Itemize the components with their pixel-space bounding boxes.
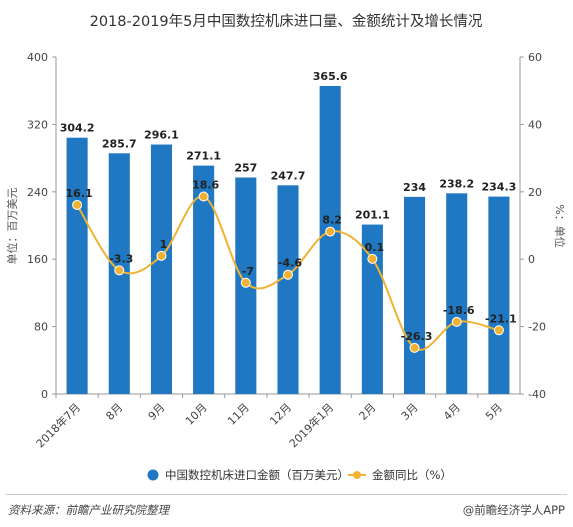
y2-tick-label: 40	[528, 118, 542, 131]
bar-value-label: 238.2	[439, 177, 474, 190]
x-tick-label: 8月	[103, 401, 125, 423]
plot-area: 0 80 160 240 320 400 -40 -20 0 20 40 60 304.2 285.7 29…	[27, 51, 546, 450]
bar-value-label: 234.3	[482, 181, 517, 194]
x-tick-label: 10月	[183, 401, 210, 428]
legend: 中国数控机床进口金额（百万美元） 金额同比（%）	[147, 468, 452, 482]
x-tick-label: 2月	[357, 401, 379, 423]
growth-value-label: 0.1	[365, 241, 385, 254]
y2-tick-label: 20	[528, 186, 542, 199]
growth-point	[114, 265, 125, 276]
growth-point	[409, 342, 420, 353]
growth-value-label: -4.6	[278, 257, 302, 270]
y-tick-label: 160	[27, 253, 48, 266]
growth-value-label: 8.2	[322, 214, 342, 227]
growth-point	[240, 277, 251, 288]
bar	[446, 193, 468, 394]
y-axis-label: 单位：百万美元	[5, 188, 19, 265]
x-tick-label: 9月	[146, 401, 168, 423]
legend-label-bar: 中国数控机床进口金额（百万美元）	[165, 468, 349, 482]
growth-point	[283, 269, 293, 280]
bar-value-label: 304.2	[60, 122, 95, 135]
growth-value-label: 16.1	[66, 187, 93, 200]
growth-point	[367, 253, 378, 264]
growth-point	[72, 199, 83, 210]
bar	[488, 196, 510, 394]
bar-value-label: 234	[403, 181, 426, 194]
y-tick-label: 320	[27, 118, 48, 131]
growth-value-label: -7	[242, 265, 254, 278]
x-tick-label: 4月	[441, 401, 463, 423]
growth-point	[198, 191, 209, 202]
y2-tick-label: 0	[528, 253, 535, 266]
footer: 资料来源：前瞻产业研究院整理 @前瞻经济学人APP	[0, 494, 573, 527]
legend-marker-dot	[353, 471, 361, 479]
growth-value-label: -18.6	[443, 304, 475, 317]
source-note: 资料来源：前瞻产业研究院整理	[8, 503, 169, 517]
legend-label-line: 金额同比（%）	[372, 468, 452, 482]
bar	[66, 137, 88, 395]
bar-value-label: 257	[234, 161, 257, 174]
growth-point	[156, 250, 167, 261]
x-tick-label: 12月	[267, 401, 294, 428]
growth-value-label: -21.1	[485, 312, 517, 325]
x-tick-label: 3月	[399, 401, 421, 423]
bar	[277, 185, 299, 394]
growth-value-label: 1	[160, 238, 168, 251]
footer-divider	[6, 494, 567, 495]
bar	[193, 165, 215, 394]
growth-value-label: -26.3	[401, 330, 433, 343]
growth-point	[493, 325, 504, 336]
growth-point	[451, 316, 462, 327]
y-tick-label: 400	[27, 51, 48, 64]
bar-value-label: 271.1	[186, 150, 221, 163]
y2-tick-label: -40	[528, 388, 546, 401]
bar-value-label: 201.1	[355, 209, 390, 222]
x-tick-label: 2019年1月	[286, 400, 336, 450]
x-tick-label: 2018年7月	[33, 400, 83, 450]
bar	[150, 144, 172, 394]
chart: 2018-2019年5月中国数控机床进口量、金额统计及增长情况 单位：百万美元 …	[5, 13, 567, 482]
bar-value-label: 247.7	[271, 169, 306, 182]
growth-point	[325, 226, 336, 237]
bar-value-label: 285.7	[102, 137, 137, 150]
legend-marker-bar	[147, 469, 159, 481]
growth-value-label: -3.3	[109, 252, 133, 265]
x-tick-label: 11月	[225, 401, 252, 428]
y2-tick-label: -20	[528, 321, 546, 334]
y-tick-label: 0	[41, 388, 48, 401]
bar	[319, 85, 341, 395]
y2-tick-label: 60	[528, 51, 542, 64]
chart-title: 2018-2019年5月中国数控机床进口量、金额统计及增长情况	[90, 13, 483, 30]
brand-credit: @前瞻经济学人APP	[462, 503, 565, 517]
bar-value-label: 365.6	[313, 70, 348, 83]
growth-value-label: 18.6	[192, 179, 219, 192]
y-tick-label: 240	[27, 186, 48, 199]
bar-value-label: 296.1	[144, 129, 179, 142]
y-tick-label: 80	[34, 321, 48, 334]
y2-axis-label: %：单位	[553, 204, 567, 247]
bar	[404, 196, 426, 394]
x-tick-label: 5月	[483, 401, 505, 423]
